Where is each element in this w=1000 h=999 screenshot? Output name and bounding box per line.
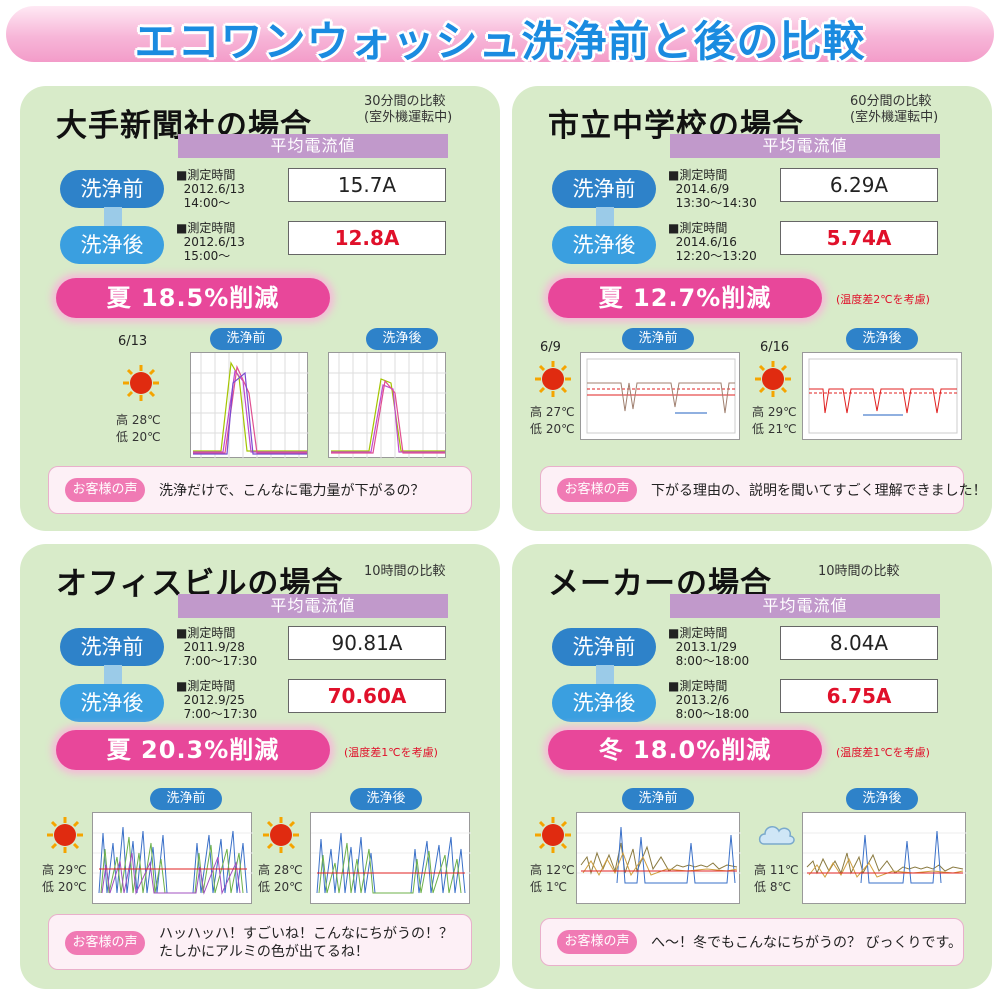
case-note: 30分間の比較 (室外機運転中): [364, 94, 453, 125]
sun-icon: [263, 817, 299, 853]
graph-after-label: 洗浄後: [350, 788, 422, 810]
pill-connector: [104, 665, 122, 687]
graph-before-label: 洗浄前: [210, 328, 282, 350]
reduction-badge: 夏 20.3%削減: [56, 730, 330, 770]
after-measure-time: ■測定時間 2012.9/25 7:00〜17:30: [176, 679, 258, 721]
pill-connector: [104, 207, 122, 229]
temperature-info-before: 高 29℃ 低 20℃: [42, 863, 87, 894]
after-value: 12.8A: [288, 221, 446, 255]
graph-after: [328, 352, 447, 459]
pill-connector: [596, 207, 614, 229]
after-value: 70.60A: [288, 679, 446, 713]
customer-voice-text: 下がる理由の、説明を聞いてすごく理解できました！: [651, 483, 987, 499]
before-pill: 洗浄前: [552, 628, 656, 666]
case-note: 10時間の比較: [818, 564, 900, 579]
customer-voice-box: お客様の声 洗浄だけで、こんなに電力量が下がるの？: [48, 466, 472, 514]
before-measure-time: ■測定時間 2014.6/9 13:30〜14:30: [668, 168, 757, 210]
temperature-info-after: 高 28℃ 低 20℃: [258, 863, 303, 894]
reduction-badge: 夏 12.7%削減: [548, 278, 822, 318]
graph-after-label: 洗浄後: [846, 788, 918, 810]
sun-icon: [535, 361, 571, 397]
after-measure-time: ■測定時間 2014.6/16 12:20〜13:20: [668, 221, 757, 263]
case-card-school: 市立中学校の場合 60分間の比較 (室外機運転中) 平均電流値 洗浄前 洗浄後 …: [512, 86, 992, 531]
before-pill: 洗浄前: [552, 170, 656, 208]
case-note: 10時間の比較: [364, 564, 446, 579]
graph-before: [576, 812, 741, 904]
before-value: 8.04A: [780, 626, 938, 660]
customer-voice-label: お客様の声: [65, 478, 145, 502]
reduction-badge: 夏 18.5%削減: [56, 278, 330, 318]
before-value: 6.29A: [780, 168, 938, 202]
customer-voice-label: お客様の声: [557, 930, 637, 954]
sun-icon: [755, 361, 791, 397]
graph-after: [802, 812, 967, 904]
customer-voice-box: お客様の声 へ〜！冬でもこんなにちがうの？ びっくりです。: [540, 918, 964, 966]
after-pill: 洗浄後: [552, 226, 656, 264]
graph-before-label: 洗浄前: [622, 788, 694, 810]
graph-after: [802, 352, 962, 440]
after-measure-time: ■測定時間 2012.6/13 15:00〜: [176, 221, 245, 263]
customer-voice-text: へ〜！冬でもこんなにちがうの？ びっくりです。: [651, 935, 963, 951]
customer-voice-label: お客様の声: [557, 478, 637, 502]
customer-voice-box: お客様の声 下がる理由の、説明を聞いてすごく理解できました！: [540, 466, 987, 514]
pill-connector: [596, 665, 614, 687]
page-title: エコワンウォッシュ洗浄前と後の比較: [134, 17, 866, 66]
before-measure-time: ■測定時間 2012.6/13 14:00〜: [176, 168, 245, 210]
graph-after-label: 洗浄後: [366, 328, 438, 350]
sun-icon: [47, 817, 83, 853]
temperature-info-after: 高 29℃ 低 21℃: [752, 405, 797, 436]
temperature-info-after: 高 11℃ 低 8℃: [754, 863, 799, 894]
case-note: 60分間の比較 (室外機運転中): [850, 94, 939, 125]
graph-before-label: 洗浄前: [622, 328, 694, 350]
temperature-note: (温度差1℃を考慮): [836, 746, 930, 759]
avg-current-header: 平均電流値: [178, 594, 448, 618]
before-value: 15.7A: [288, 168, 446, 202]
case-card-office: オフィスビルの場合 10時間の比較 平均電流値 洗浄前 洗浄後 ■測定時間 20…: [20, 544, 500, 989]
graph-before: [92, 812, 253, 904]
graph-before: [580, 352, 740, 440]
after-pill: 洗浄後: [60, 684, 164, 722]
avg-current-header: 平均電流値: [178, 134, 448, 158]
before-value: 90.81A: [288, 626, 446, 660]
sun-icon: [535, 817, 571, 853]
reduction-badge: 冬 18.0%削減: [548, 730, 822, 770]
graph-after-label: 洗浄後: [846, 328, 918, 350]
temperature-note: (温度差2℃を考慮): [836, 293, 930, 306]
graph-before-label: 洗浄前: [150, 788, 222, 810]
case-card-manufacturer: メーカーの場合 10時間の比較 平均電流値 洗浄前 洗浄後 ■測定時間 2013…: [512, 544, 992, 989]
cloud-icon: [758, 826, 795, 845]
customer-voice-box: お客様の声 ハッハッハ！すごいね！こんなにちがうの！？ たしかにアルミの色が出て…: [48, 914, 472, 970]
before-pill: 洗浄前: [60, 628, 164, 666]
before-pill: 洗浄前: [60, 170, 164, 208]
temperature-info-before: 高 12℃ 低 1℃: [530, 863, 575, 894]
customer-voice-text: 洗浄だけで、こんなに電力量が下がるの？: [159, 483, 425, 499]
after-value: 6.75A: [780, 679, 938, 713]
after-measure-time: ■測定時間 2013.2/6 8:00〜18:00: [668, 679, 750, 721]
graph-before: [190, 352, 309, 459]
after-pill: 洗浄後: [552, 684, 656, 722]
title-band: [6, 6, 994, 62]
graph-date-after: 6/16: [760, 340, 790, 355]
case-card-newspaper: 大手新聞社の場合 30分間の比較 (室外機運転中) 平均電流値 洗浄前 洗浄後 …: [20, 86, 500, 531]
customer-voice-label: お客様の声: [65, 931, 145, 955]
before-measure-time: ■測定時間 2011.9/28 7:00〜17:30: [176, 626, 258, 668]
temperature-info: 高 28℃ 低 20℃: [116, 413, 161, 444]
temperature-note: (温度差1℃を考慮): [344, 746, 438, 759]
sun-icon: [123, 365, 159, 401]
avg-current-header: 平均電流値: [670, 594, 940, 618]
graph-date: 6/13: [118, 334, 148, 349]
avg-current-header: 平均電流値: [670, 134, 940, 158]
customer-voice-text: ハッハッハ！すごいね！こんなにちがうの！？ たしかにアルミの色が出てるね！: [159, 926, 453, 960]
after-pill: 洗浄後: [60, 226, 164, 264]
graph-after: [310, 812, 471, 904]
after-value: 5.74A: [780, 221, 938, 255]
before-measure-time: ■測定時間 2013.1/29 8:00〜18:00: [668, 626, 750, 668]
temperature-info-before: 高 27℃ 低 20℃: [530, 405, 575, 436]
graph-date-before: 6/9: [540, 340, 561, 355]
